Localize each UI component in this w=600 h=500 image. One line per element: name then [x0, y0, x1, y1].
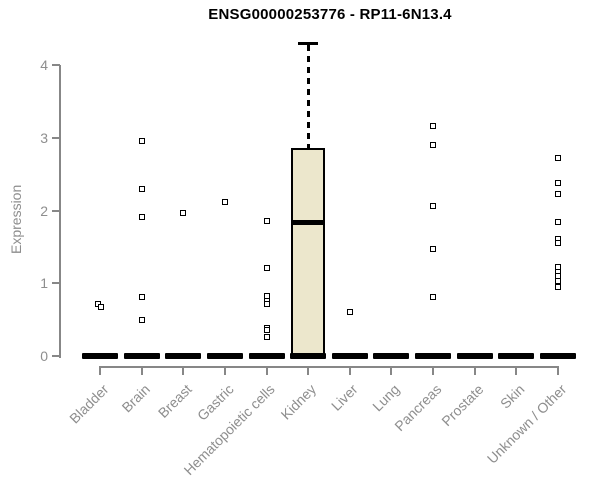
x-axis-label: Unknown / Other: [483, 381, 570, 467]
outlier-point: [263, 326, 270, 333]
zero-value-bar: [290, 353, 327, 359]
y-axis-tick: [52, 136, 60, 139]
x-axis-tick: [182, 366, 185, 375]
x-axis-tick: [99, 366, 101, 375]
outlier-point: [138, 294, 145, 301]
outlier-point: [430, 142, 437, 149]
outlier-point: [555, 283, 562, 290]
chart-title: ENSG00000253776 - RP11-6N13.4: [208, 6, 452, 23]
outlier-point: [430, 123, 437, 130]
outlier-point: [98, 304, 104, 311]
zero-value-bar: [82, 353, 118, 359]
outlier-point: [430, 294, 437, 301]
x-axis-tick: [307, 366, 310, 375]
zero-value-bar: [331, 353, 368, 359]
y-axis-tick: [52, 355, 60, 357]
y-axis-tick: [52, 64, 60, 66]
zero-value-bar: [165, 353, 202, 359]
x-axis-tick: [348, 366, 351, 375]
outlier-point: [180, 209, 187, 216]
zero-value-bar: [456, 353, 493, 359]
y-axis-title: Expression: [8, 184, 24, 254]
x-axis-label: Breast: [154, 381, 195, 421]
zero-value-bar: [206, 353, 243, 359]
zero-value-bar: [415, 353, 452, 359]
zero-value-bar: [373, 353, 410, 359]
x-axis-tick: [515, 366, 518, 375]
whisker-line: [306, 45, 310, 148]
outlier-point: [263, 334, 270, 341]
y-tick-label: 2: [40, 202, 48, 219]
x-axis-label: Prostate: [437, 381, 487, 430]
x-axis-label: Lung: [369, 381, 403, 415]
outlier-point: [555, 190, 562, 197]
y-tick-label: 3: [40, 129, 48, 146]
x-axis-label: Brain: [118, 381, 153, 416]
outlier-point: [138, 317, 145, 324]
outlier-point: [555, 219, 562, 226]
outlier-point: [263, 217, 270, 224]
y-tick-label: 0: [40, 348, 48, 364]
x-axis-label: Bladder: [65, 381, 112, 427]
x-axis-label: Kidney: [277, 381, 320, 423]
zero-value-bar: [540, 353, 577, 359]
outlier-point: [555, 240, 562, 247]
y-axis-line: [59, 65, 61, 358]
box: [291, 147, 326, 356]
x-axis-line: [99, 366, 560, 368]
y-tick-label: 1: [40, 275, 48, 292]
y-axis-tick: [52, 209, 60, 212]
x-axis-tick: [265, 366, 268, 375]
zero-value-bar: [498, 353, 535, 359]
outlier-point: [138, 214, 145, 221]
whisker-cap: [298, 42, 319, 46]
outlier-point: [555, 179, 562, 186]
zero-value-bar: [248, 353, 285, 359]
x-axis-tick: [140, 366, 143, 375]
x-axis-tick: [390, 366, 393, 375]
x-axis-label: Skin: [497, 381, 528, 412]
y-axis-tick: [52, 282, 60, 285]
zero-value-bar: [123, 353, 160, 359]
outlier-point: [138, 186, 145, 193]
outlier-point: [346, 309, 353, 316]
outlier-point: [430, 246, 437, 253]
outlier-point: [430, 203, 437, 210]
outlier-point: [221, 198, 228, 205]
outlier-point: [555, 278, 562, 285]
median-line: [291, 220, 326, 226]
x-axis-tick: [223, 366, 226, 375]
outlier-point: [263, 264, 270, 271]
x-axis-label: Liver: [328, 381, 362, 414]
x-axis-tick: [473, 366, 476, 375]
outlier-point: [555, 155, 562, 162]
outlier-point: [263, 301, 270, 308]
outlier-point: [138, 137, 145, 144]
y-tick-label: 4: [40, 57, 48, 73]
x-axis-tick: [557, 366, 560, 375]
x-axis-tick: [432, 366, 435, 375]
